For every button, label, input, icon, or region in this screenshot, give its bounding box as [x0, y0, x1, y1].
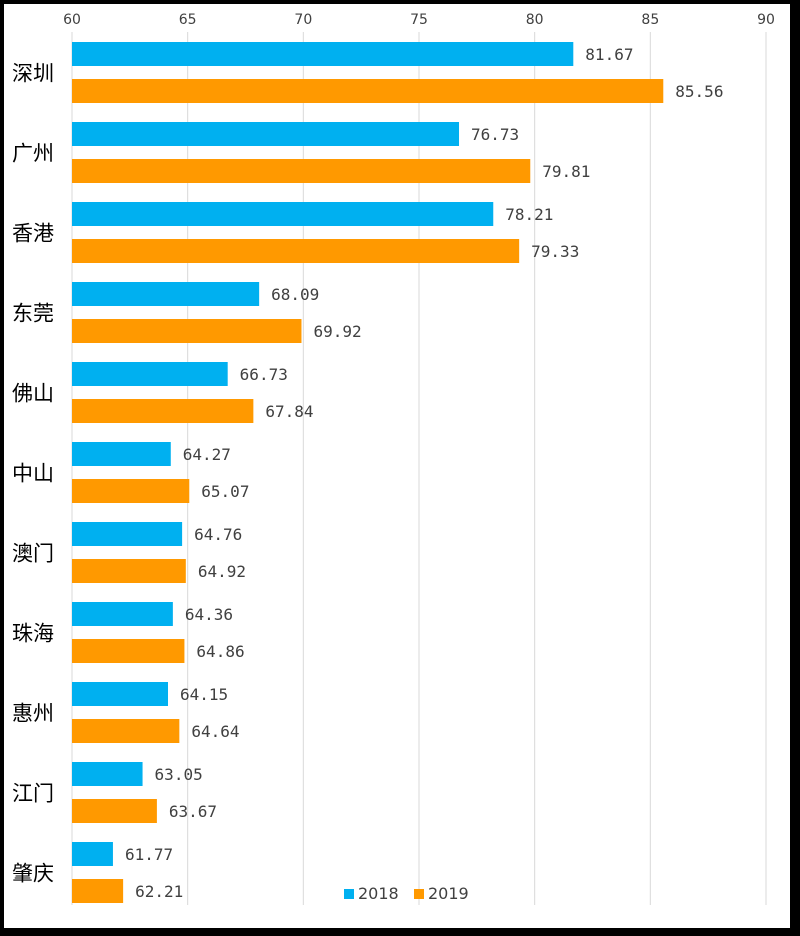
x-tick-label-75: 75 [410, 12, 428, 28]
value-label-2019-2: 79.33 [531, 242, 579, 261]
category-label-7: 珠海 [12, 622, 54, 646]
bar-2018-1 [72, 122, 460, 146]
category-label-10: 肇庆 [12, 862, 54, 886]
value-label-2018-2: 78.21 [505, 205, 553, 224]
category-label-8: 惠州 [12, 702, 54, 726]
value-label-2018-5: 64.27 [183, 445, 231, 464]
category-label-5: 中山 [12, 462, 54, 486]
legend-swatch-2019 [414, 889, 424, 899]
bar-2019-0 [72, 79, 664, 103]
value-label-2018-1: 76.73 [471, 125, 519, 144]
bar-2019-2 [72, 239, 520, 263]
bar-2019-4 [72, 399, 254, 423]
bar-2018-5 [72, 442, 171, 466]
x-tick-label-70: 70 [294, 12, 312, 28]
value-label-2019-4: 67.84 [265, 402, 313, 421]
value-label-2019-0: 85.56 [675, 82, 723, 101]
value-label-2018-7: 64.36 [185, 605, 233, 624]
bar-2018-10 [72, 842, 113, 866]
bar-2018-9 [72, 762, 143, 786]
value-label-2018-6: 64.76 [194, 525, 242, 544]
value-label-2019-3: 69.92 [313, 322, 361, 341]
bar-2018-6 [72, 522, 183, 546]
category-label-1: 广州 [12, 142, 54, 166]
bar-2018-0 [72, 42, 574, 66]
value-label-2019-1: 79.81 [542, 162, 590, 181]
value-label-2019-6: 64.92 [198, 562, 246, 581]
x-tick-label-85: 85 [641, 12, 659, 28]
category-label-6: 澳门 [12, 542, 54, 566]
x-tick-label-80: 80 [526, 12, 544, 28]
bar-2019-5 [72, 479, 190, 503]
value-label-2019-8: 64.64 [191, 722, 239, 741]
value-label-2018-3: 68.09 [271, 285, 319, 304]
value-label-2019-7: 64.86 [196, 642, 244, 661]
bar-2019-8 [72, 719, 180, 743]
value-label-2018-9: 63.05 [155, 765, 203, 784]
bar-2019-6 [72, 559, 186, 583]
category-label-9: 江门 [12, 782, 54, 806]
bar-2019-3 [72, 319, 302, 343]
bar-2018-4 [72, 362, 228, 386]
value-label-2018-4: 66.73 [240, 365, 288, 384]
legend-label-2019: 2019 [428, 884, 469, 903]
bar-2019-10 [72, 879, 124, 903]
x-tick-label-65: 65 [179, 12, 197, 28]
category-label-4: 佛山 [12, 382, 54, 406]
value-label-2018-8: 64.15 [180, 685, 228, 704]
x-tick-label-60: 60 [63, 12, 81, 28]
bar-2019-7 [72, 639, 185, 663]
bar-2018-7 [72, 602, 173, 626]
bar-2019-9 [72, 799, 157, 823]
bar-2019-1 [72, 159, 531, 183]
value-label-2018-10: 61.77 [125, 845, 173, 864]
category-label-0: 深圳 [12, 62, 54, 86]
x-tick-label-90: 90 [757, 12, 775, 28]
value-label-2019-9: 63.67 [169, 802, 217, 821]
bar-2018-8 [72, 682, 169, 706]
category-label-2: 香港 [12, 222, 54, 246]
bar-2018-3 [72, 282, 260, 306]
value-label-2019-10: 62.21 [135, 882, 183, 901]
legend-label-2018: 2018 [358, 884, 399, 903]
category-label-3: 东莞 [12, 302, 54, 326]
legend-swatch-2018 [344, 889, 354, 899]
bar-2018-2 [72, 202, 494, 226]
value-label-2019-5: 65.07 [201, 482, 249, 501]
value-label-2018-0: 81.67 [585, 45, 633, 64]
